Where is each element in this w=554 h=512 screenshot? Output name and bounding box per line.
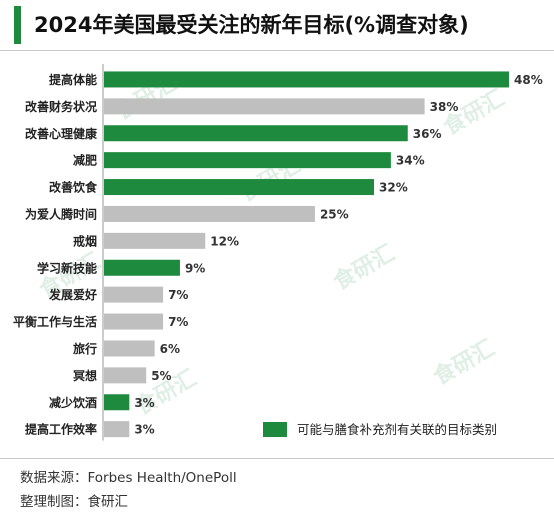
value-label: 38%	[430, 100, 459, 114]
bar	[104, 152, 391, 169]
value-label: 7%	[168, 288, 188, 302]
category-label: 提高体能	[49, 72, 97, 87]
category-label: 提高工作效率	[25, 422, 97, 437]
category-label: 为爱人腾时间	[25, 206, 97, 221]
legend-swatch	[263, 422, 287, 437]
category-label: 减肥	[73, 153, 97, 168]
category-label: 改善财务状况	[25, 99, 97, 114]
bar	[104, 259, 180, 276]
value-label: 7%	[168, 315, 188, 329]
bar	[104, 286, 164, 303]
category-label: 戒烟	[73, 233, 97, 248]
footer-divider	[0, 458, 554, 459]
bar	[104, 340, 155, 357]
title-divider	[0, 50, 554, 51]
page-title: 2024年美国最受关注的新年目标(%调查对象)	[34, 13, 469, 37]
bar	[104, 421, 130, 438]
category-label: 冥想	[73, 368, 97, 383]
bar	[104, 71, 509, 88]
category-label: 改善心理健康	[25, 126, 98, 141]
value-label: 48%	[514, 73, 543, 87]
value-label: 32%	[379, 181, 408, 195]
value-label: 9%	[185, 261, 205, 275]
bar	[104, 367, 147, 384]
bar-chart: 提高体能 48% 改善财务状况 38% 改善心理健康 36% 减肥 34% 改善饮食 32% 为爱人…	[13, 64, 543, 441]
category-label: 减少饮酒	[49, 395, 97, 410]
value-label: 25%	[320, 207, 349, 221]
bar	[104, 125, 408, 142]
value-label: 3%	[134, 423, 154, 437]
legend-label: 可能与膳食补充剂有关联的目标类别	[297, 422, 498, 437]
category-label: 改善饮食	[49, 180, 98, 195]
title-accent-bar	[14, 6, 21, 44]
source-note: 数据来源：Forbes Health/OnePoll	[20, 470, 237, 486]
value-label: 6%	[160, 342, 180, 356]
bar	[104, 98, 425, 115]
maker-note: 整理制图：食研汇	[20, 494, 128, 510]
value-label: 5%	[151, 369, 171, 383]
category-label: 旅行	[73, 341, 97, 356]
category-label: 学习新技能	[37, 260, 97, 275]
value-label: 36%	[413, 127, 442, 141]
category-label: 发展爱好	[48, 287, 97, 302]
value-label: 12%	[210, 234, 239, 248]
category-label: 平衡工作与生活	[13, 314, 97, 329]
bar	[104, 179, 374, 196]
value-label: 3%	[134, 396, 154, 410]
bar	[104, 205, 315, 222]
value-label: 34%	[396, 154, 425, 168]
bar	[104, 232, 206, 249]
bar	[104, 313, 164, 330]
bar	[104, 394, 130, 411]
